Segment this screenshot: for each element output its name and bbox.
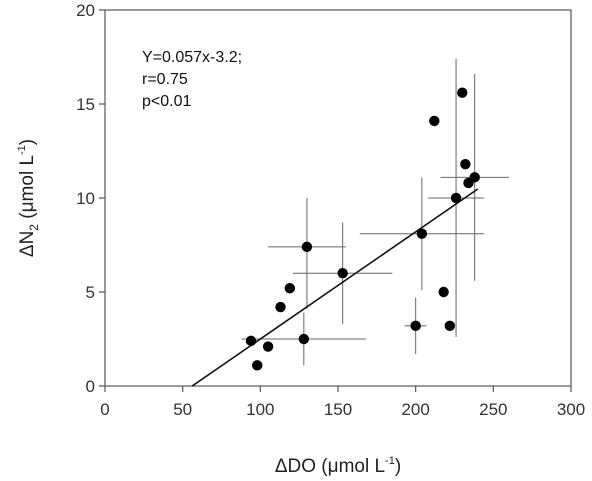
x-tick-label: 100: [246, 400, 274, 419]
data-point: [301, 241, 313, 253]
data-point: [410, 320, 421, 332]
data-point: [252, 360, 263, 371]
x-tick-label: 250: [479, 400, 507, 419]
y-tick-label: 15: [76, 95, 95, 114]
data-point: [298, 333, 310, 345]
regression-line: [191, 188, 479, 387]
plot-frame: [104, 9, 572, 387]
data-point: [457, 87, 468, 98]
annotation-p: p<0.01: [142, 93, 191, 110]
data-point: [416, 228, 428, 239]
data-point: [245, 335, 257, 347]
tick-group: 0 50 100 150 200 250 300 0 5 10 15 20: [76, 1, 585, 419]
y-axis-title: ΔN2 (μmol L-1): [16, 139, 41, 257]
annotation-equation: Y=0.057x-3.2;: [142, 49, 242, 66]
x-tick-label: 50: [173, 400, 192, 419]
y-tick-label: 0: [86, 377, 95, 396]
data-point: [444, 320, 456, 332]
data-point: [429, 115, 440, 127]
error-bar-group: [241, 58, 509, 366]
y-tick-label: 20: [76, 1, 95, 20]
y-tick-label: 5: [86, 283, 95, 302]
x-tick-label: 150: [324, 400, 352, 419]
x-tick-label: 300: [557, 400, 585, 419]
data-point: [262, 341, 274, 352]
x-tick-label: 200: [401, 400, 429, 419]
data-point: [450, 192, 462, 204]
annotation-r: r=0.75: [142, 71, 188, 88]
data-point: [337, 268, 348, 279]
y-tick-label: 10: [76, 189, 95, 208]
data-point: [469, 172, 480, 183]
x-axis-title: ΔDO (μmol L-1): [275, 455, 401, 477]
data-point: [275, 301, 286, 313]
data-point: [460, 158, 471, 170]
data-point: [284, 283, 296, 294]
x-tick-label: 0: [100, 400, 109, 419]
data-point-group: [245, 87, 480, 371]
data-point: [438, 286, 449, 298]
